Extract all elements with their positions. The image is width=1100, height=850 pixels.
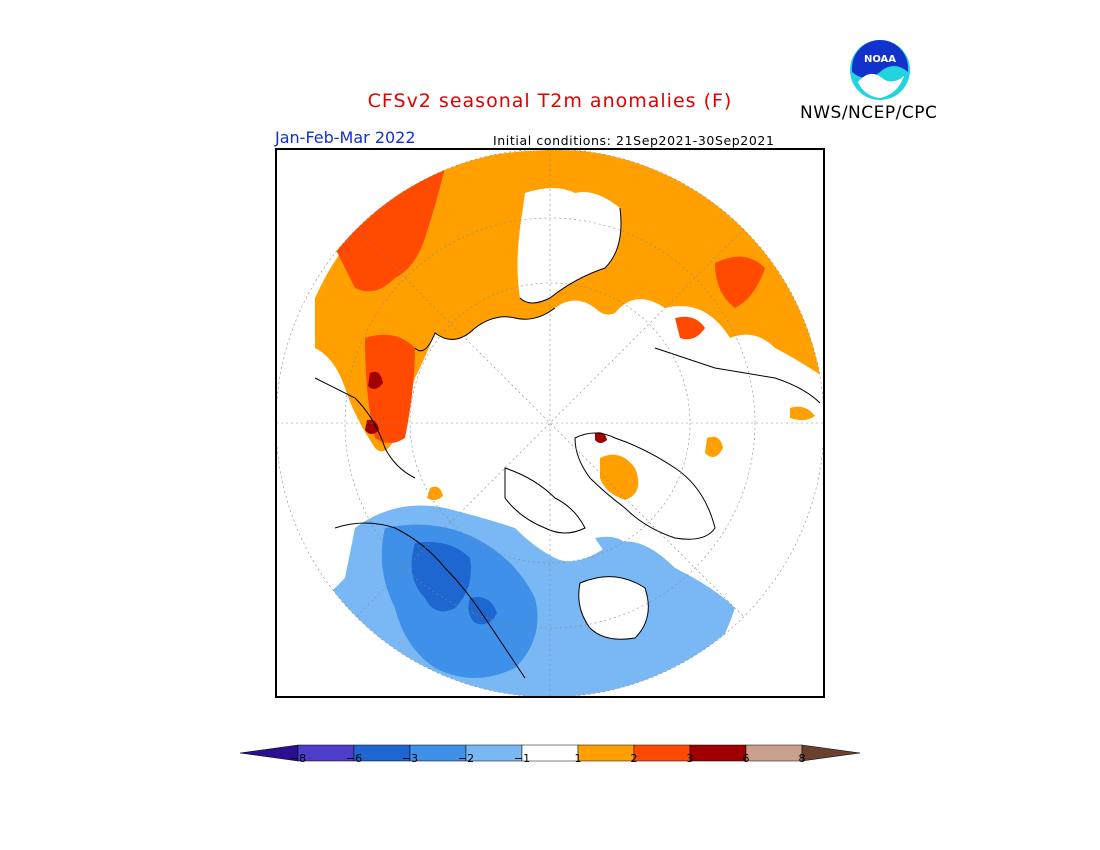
hot-spot-2 — [365, 419, 379, 434]
canada-cold-patch — [595, 536, 630, 555]
warm-patch-3 — [715, 256, 765, 308]
warm-patch-1 — [335, 168, 445, 292]
hot-spot-1 — [368, 371, 383, 389]
alaska-warm-patch — [705, 436, 723, 457]
colorbar — [240, 744, 860, 762]
colorbar-tick-label: 6 — [742, 752, 750, 765]
noaa-logo-text: NOAA — [864, 54, 896, 65]
colorbar-tick-label: 2 — [630, 752, 638, 765]
warm-patch-2 — [365, 334, 415, 443]
colorbar-segment-6 — [577, 744, 635, 762]
warm-patch-4 — [675, 316, 705, 340]
small-warm-patch-2 — [427, 486, 443, 501]
colorbar-tick-label: −2 — [457, 752, 475, 765]
colorbar-tick-label: 3 — [686, 752, 694, 765]
noaa-logo: NOAA — [850, 40, 910, 100]
colorbar-segment-5 — [521, 744, 579, 762]
cold-region-strong — [411, 542, 471, 612]
small-warm-patch — [790, 406, 815, 421]
colorbar-tick-label: −8 — [289, 752, 307, 765]
coastlines — [314, 207, 821, 679]
colorbar-segments — [240, 744, 860, 762]
map-frame — [275, 148, 825, 698]
greenland-warm-patch — [600, 454, 639, 500]
colorbar-segment-7 — [633, 744, 691, 762]
colorbar-tick-label: 8 — [798, 752, 806, 765]
forecast-period: Jan-Feb-Mar 2022 — [275, 128, 416, 147]
colorbar-segment-8 — [689, 744, 747, 762]
eurasia-warm-region — [315, 150, 824, 452]
polar-map — [275, 148, 825, 698]
agency-label: NWS/NCEP/CPC — [800, 103, 938, 123]
map-title: CFSv2 seasonal T2m anomalies (F) — [367, 90, 733, 112]
initial-conditions: Initial conditions: 21Sep2021-30Sep2021 — [493, 133, 775, 148]
colorbar-segment-upper-extend — [801, 744, 860, 762]
colorbar-tick-label: 1 — [574, 752, 582, 765]
hot-spot-3 — [595, 432, 607, 443]
colorbar-tick-label: −6 — [345, 752, 363, 765]
colorbar-segment-9 — [745, 744, 803, 762]
hudson-bay-neutral — [578, 576, 649, 640]
colorbar-tick-label: −3 — [401, 752, 419, 765]
colorbar-tick-label: −1 — [513, 752, 531, 765]
scandinavia-neutral — [517, 188, 621, 303]
